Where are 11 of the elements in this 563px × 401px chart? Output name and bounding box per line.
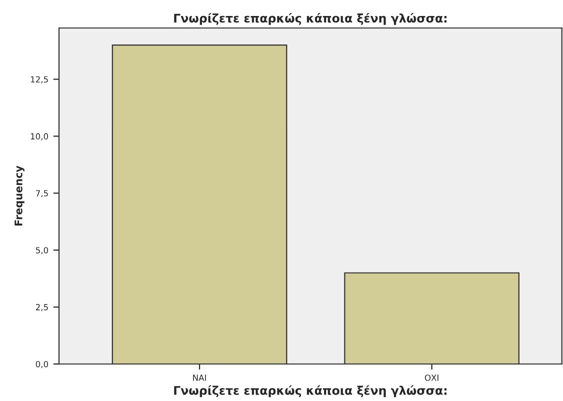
x-tick-label: ΝΑΙ <box>193 374 206 381</box>
y-tick-label: 7,5 <box>36 190 48 198</box>
y-tick-label: 0,0 <box>36 360 48 368</box>
chart-title: Γνωρίζετε επαρκώς κάποια ξένη γλώσσα: <box>174 13 446 25</box>
y-tick-label: 10,0 <box>30 133 48 140</box>
y-axis-title: Frequency <box>14 166 24 226</box>
x-axis-title: Γνωρίζετε επαρκώς κάποια ξένη γλώσσα: <box>174 385 446 398</box>
y-tick-label: 12,5 <box>30 76 48 84</box>
y-tick-label: 2,5 <box>36 304 48 312</box>
y-tick-label: 5,0 <box>36 247 48 254</box>
x-tick-label: ΟΧΙ <box>424 374 438 381</box>
